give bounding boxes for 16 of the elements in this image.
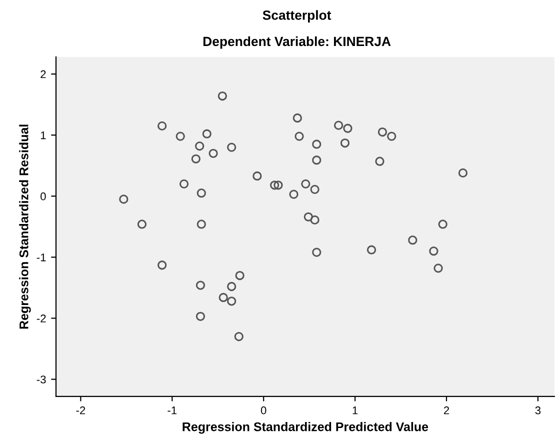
y-tick-label: 2 <box>40 70 46 78</box>
chart-title: Scatterplot <box>262 10 332 22</box>
x-tick-label: 2 <box>444 406 450 414</box>
y-axis-title: Regression Standardized Residual <box>19 124 31 329</box>
y-tick-label: 0 <box>40 192 46 200</box>
y-tick-label: -1 <box>36 254 46 262</box>
x-tick-label: 3 <box>535 406 541 414</box>
x-tick-label: -2 <box>76 406 86 414</box>
y-tick-label: -2 <box>36 314 46 322</box>
y-tick-label: 1 <box>40 131 46 140</box>
y-tick-label: -3 <box>36 376 46 384</box>
chart-subtitle: Dependent Variable: KINERJA <box>203 36 391 49</box>
x-tick-label: 0 <box>260 406 266 414</box>
x-tick-label: -1 <box>168 406 177 414</box>
x-axis-title: Regression Standardized Predicted Value <box>182 422 428 434</box>
x-tick-label: 1 <box>352 406 358 414</box>
